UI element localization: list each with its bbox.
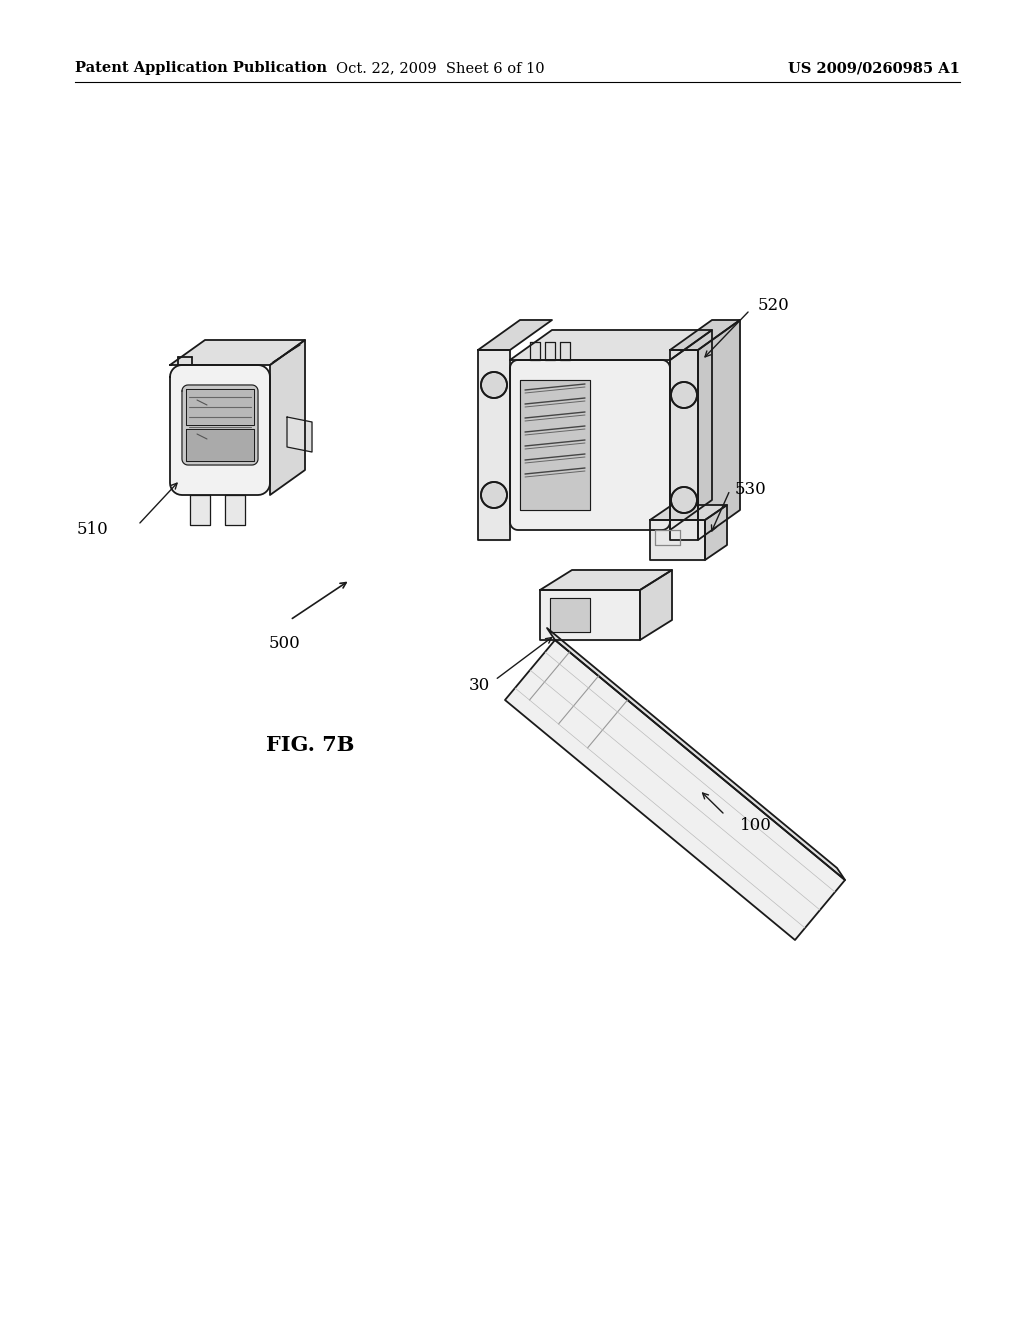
Polygon shape [705, 506, 727, 560]
Polygon shape [540, 590, 640, 640]
Circle shape [481, 372, 507, 399]
Circle shape [671, 381, 697, 408]
Polygon shape [270, 341, 305, 495]
Text: 530: 530 [735, 482, 767, 499]
Polygon shape [190, 495, 210, 525]
Polygon shape [670, 319, 740, 350]
Text: US 2009/0260985 A1: US 2009/0260985 A1 [788, 61, 961, 75]
Polygon shape [186, 389, 254, 425]
Polygon shape [170, 341, 305, 366]
Polygon shape [540, 570, 672, 590]
Text: 30: 30 [469, 676, 490, 693]
Text: 510: 510 [76, 521, 108, 539]
Text: 520: 520 [758, 297, 790, 314]
Polygon shape [182, 385, 258, 465]
Polygon shape [510, 360, 670, 531]
Text: Oct. 22, 2009  Sheet 6 of 10: Oct. 22, 2009 Sheet 6 of 10 [336, 61, 545, 75]
Polygon shape [186, 429, 254, 461]
Text: Patent Application Publication: Patent Application Publication [75, 61, 327, 75]
Polygon shape [640, 570, 672, 640]
Text: 500: 500 [269, 635, 301, 652]
Polygon shape [670, 330, 712, 531]
Polygon shape [287, 417, 312, 451]
Circle shape [481, 482, 507, 508]
Polygon shape [510, 330, 712, 360]
Polygon shape [530, 342, 540, 360]
Text: FIG. 7B: FIG. 7B [266, 735, 354, 755]
Polygon shape [650, 520, 705, 560]
Polygon shape [560, 342, 570, 360]
Polygon shape [670, 350, 698, 540]
Text: 100: 100 [740, 817, 772, 833]
Polygon shape [225, 495, 245, 525]
Polygon shape [698, 319, 740, 540]
Polygon shape [545, 342, 555, 360]
Polygon shape [478, 319, 552, 350]
Polygon shape [170, 366, 270, 495]
Polygon shape [547, 628, 845, 880]
Polygon shape [520, 380, 590, 510]
Polygon shape [650, 506, 727, 520]
Circle shape [671, 487, 697, 513]
Polygon shape [478, 350, 510, 540]
Polygon shape [550, 598, 590, 632]
Polygon shape [505, 640, 845, 940]
